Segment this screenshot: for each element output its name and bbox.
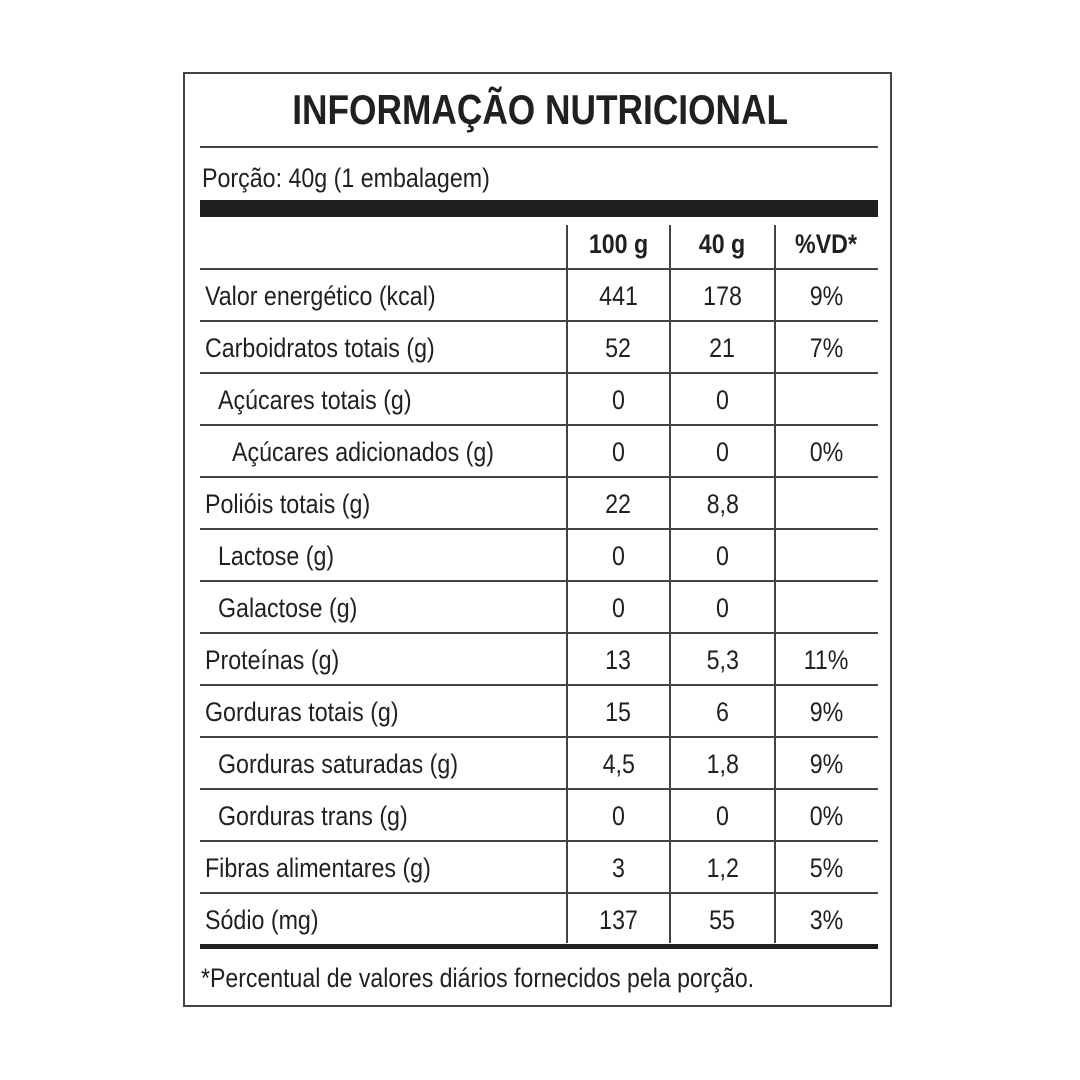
table-row: Proteínas (g) 13 5,3 11% (200, 633, 878, 685)
value-100g: 0 (612, 385, 625, 415)
table-row: Açúcares totais (g) 0 0 (200, 373, 878, 425)
value-daily-percent (775, 477, 878, 529)
nutrient-label: Açúcares adicionados (g) (232, 437, 495, 467)
column-header: 100 g (588, 229, 649, 259)
value-daily-percent: 0% (809, 437, 844, 467)
value-daily-percent: 7% (809, 333, 844, 363)
portion-size: Porção: 40g (1 embalagem) (202, 163, 490, 193)
row-divider (200, 268, 878, 270)
title-text: INFORMAÇÃO NUTRICIONAL (292, 86, 788, 133)
value-100g: 0 (612, 593, 625, 623)
column-divider (669, 225, 671, 943)
nutrient-label: Gorduras trans (g) (218, 801, 408, 831)
table-row: Lactose (g) 0 0 (200, 529, 878, 581)
value-40g: 178 (703, 281, 742, 311)
table-row: Fibras alimentares (g) 3 1,2 5% (200, 841, 878, 893)
value-40g: 0 (716, 385, 729, 415)
value-40g: 21 (709, 333, 736, 363)
row-divider (200, 476, 878, 478)
row-divider (200, 840, 878, 842)
thick-divider (200, 944, 878, 949)
value-40g: 55 (709, 905, 736, 935)
table-row: Sódio (mg) 137 55 3% (200, 893, 878, 945)
value-40g: 1,8 (706, 749, 739, 779)
value-100g: 0 (612, 437, 625, 467)
nutrient-label: Gorduras totais (g) (205, 697, 399, 727)
row-divider (200, 528, 878, 530)
table-row: Valor energético (kcal) 441 178 9% (200, 269, 878, 321)
value-daily-percent (775, 581, 878, 633)
table-row: Gorduras saturadas (g) 4,5 1,8 9% (200, 737, 878, 789)
value-100g: 52 (605, 333, 632, 363)
table-row: Gorduras trans (g) 0 0 0% (200, 789, 878, 841)
nutrient-label: Carboidratos totais (g) (205, 333, 435, 363)
nutrient-label: Fibras alimentares (g) (205, 853, 431, 883)
row-divider (200, 736, 878, 738)
value-40g: 0 (716, 437, 729, 467)
nutrition-label (183, 72, 892, 1007)
value-daily-percent: 3% (809, 905, 844, 935)
table-row: Gorduras totais (g) 15 6 9% (200, 685, 878, 737)
nutrient-label: Galactose (g) (218, 593, 358, 623)
table-row: Carboidratos totais (g) 52 21 7% (200, 321, 878, 373)
value-40g: 5,3 (706, 645, 739, 675)
column-divider (566, 225, 568, 943)
value-100g: 137 (599, 905, 638, 935)
label-title: INFORMAÇÃO NUTRICIONAL (200, 82, 880, 138)
column-header: 40 g (699, 229, 746, 259)
value-40g: 0 (716, 801, 729, 831)
value-daily-percent: 9% (809, 697, 844, 727)
column-header: %VD* (795, 229, 858, 259)
value-100g: 15 (605, 697, 632, 727)
divider (200, 146, 878, 148)
value-daily-percent: 0% (809, 801, 844, 831)
value-daily-percent (775, 373, 878, 425)
value-daily-percent (775, 529, 878, 581)
nutrient-label: Polióis totais (g) (205, 489, 371, 519)
value-daily-percent: 11% (804, 645, 849, 675)
value-100g: 3 (612, 853, 625, 883)
nutrient-label: Proteínas (g) (205, 645, 340, 675)
value-100g: 441 (599, 281, 638, 311)
value-daily-percent: 9% (809, 749, 844, 779)
header-row: 100 g 40 g %VD* (200, 222, 878, 266)
nutrient-label: Valor energético (kcal) (205, 281, 436, 311)
value-40g: 1,2 (706, 853, 739, 883)
table-row: Polióis totais (g) 22 8,8 (200, 477, 878, 529)
thick-divider (200, 200, 878, 217)
row-divider (200, 580, 878, 582)
value-40g: 0 (716, 593, 729, 623)
row-divider (200, 632, 878, 634)
value-daily-percent: 5% (809, 853, 844, 883)
row-divider (200, 372, 878, 374)
row-divider (200, 684, 878, 686)
column-divider (774, 225, 776, 943)
value-100g: 22 (605, 489, 632, 519)
value-100g: 4,5 (602, 749, 635, 779)
nutrient-label: Lactose (g) (218, 541, 335, 571)
value-100g: 0 (612, 801, 625, 831)
nutrient-label: Gorduras saturadas (g) (218, 749, 459, 779)
value-100g: 13 (605, 645, 632, 675)
value-40g: 8,8 (706, 489, 739, 519)
value-100g: 0 (612, 541, 625, 571)
row-divider (200, 320, 878, 322)
value-40g: 0 (716, 541, 729, 571)
row-divider (200, 788, 878, 790)
value-40g: 6 (716, 697, 729, 727)
table-row: Açúcares adicionados (g) 0 0 0% (200, 425, 878, 477)
footnote: *Percentual de valores diários fornecido… (201, 963, 755, 993)
nutrient-label: Sódio (mg) (205, 905, 319, 935)
row-divider (200, 892, 878, 894)
value-daily-percent: 9% (809, 281, 844, 311)
row-divider (200, 424, 878, 426)
table-row: Galactose (g) 0 0 (200, 581, 878, 633)
nutrient-label: Açúcares totais (g) (218, 385, 412, 415)
